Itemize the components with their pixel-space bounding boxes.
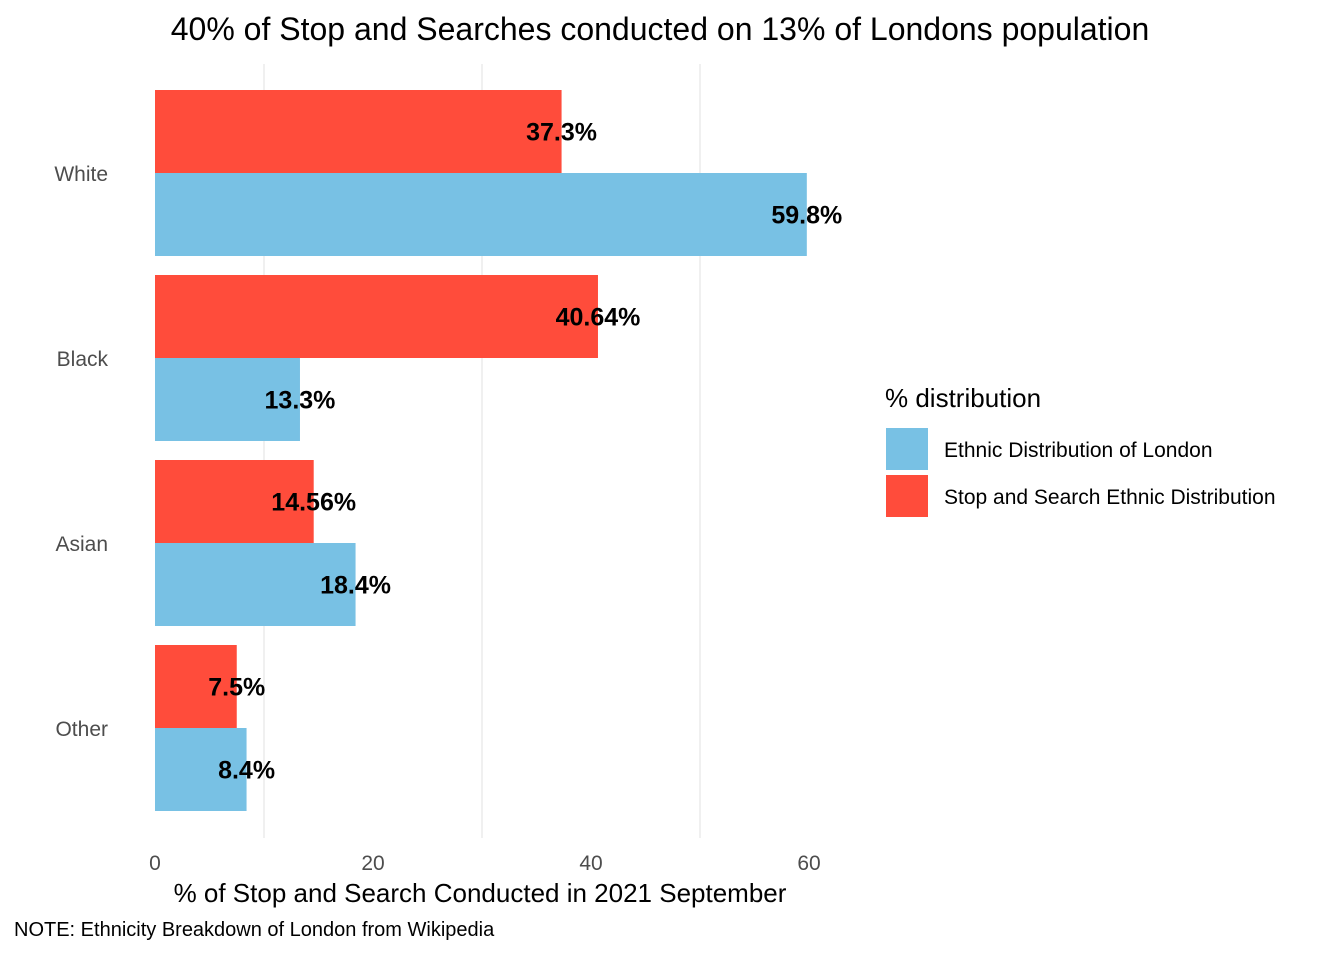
data-label-stop-and-search: 40.64% — [556, 304, 641, 332]
x-tick-label: 0 — [149, 852, 161, 875]
bar-ethnic-distribution — [155, 173, 807, 256]
data-label-ethnic-distribution: 13.3% — [265, 387, 336, 415]
data-label-ethnic-distribution: 59.8% — [771, 202, 842, 230]
bar-stop-and-search — [155, 460, 314, 543]
x-tick-label: 60 — [797, 852, 820, 875]
bar-stop-and-search — [155, 275, 598, 358]
data-label-ethnic-distribution: 8.4% — [218, 757, 275, 785]
y-tick-label: Asian — [55, 533, 108, 556]
bar-layer — [155, 90, 807, 811]
y-tick-label: Other — [55, 718, 108, 741]
data-label-stop-and-search: 14.56% — [271, 489, 356, 517]
x-tick-label: 40 — [579, 852, 602, 875]
legend: % distribution Ethnic Distribution of Lo… — [885, 383, 1276, 517]
y-tick-label: Black — [57, 348, 109, 371]
bar-stop-and-search — [155, 645, 237, 728]
axis-layer: 0 20 40 60 White Black Asian Other — [54, 163, 820, 875]
x-tick-label: 20 — [361, 852, 384, 875]
legend-label-stop-and-search: Stop and Search Ethnic Distribution — [944, 486, 1276, 509]
bar-ethnic-distribution — [155, 543, 356, 626]
y-tick-label: White — [54, 163, 108, 186]
data-label-stop-and-search: 7.5% — [208, 674, 265, 702]
legend-swatch-ethnic-distribution — [886, 428, 928, 470]
x-axis-title: % of Stop and Search Conducted in 2021 S… — [174, 878, 787, 908]
caption-note: NOTE: Ethnicity Breakdown of London from… — [14, 919, 495, 941]
legend-swatch-stop-and-search — [886, 475, 928, 517]
bar-ethnic-distribution — [155, 358, 300, 441]
data-label-layer: 59.8% 13.3% 18.4% 8.4% 37.3% 40.64% 14.56% 7.5% — [208, 119, 842, 785]
legend-title: % distribution — [885, 383, 1041, 413]
data-label-ethnic-distribution: 18.4% — [320, 572, 391, 600]
chart-title: 40% of Stop and Searches conducted on 13… — [171, 11, 1150, 47]
bar-ethnic-distribution — [155, 728, 247, 811]
legend-label-ethnic-distribution: Ethnic Distribution of London — [944, 439, 1213, 462]
data-label-stop-and-search: 37.3% — [526, 119, 597, 147]
bar-stop-and-search — [155, 90, 562, 173]
